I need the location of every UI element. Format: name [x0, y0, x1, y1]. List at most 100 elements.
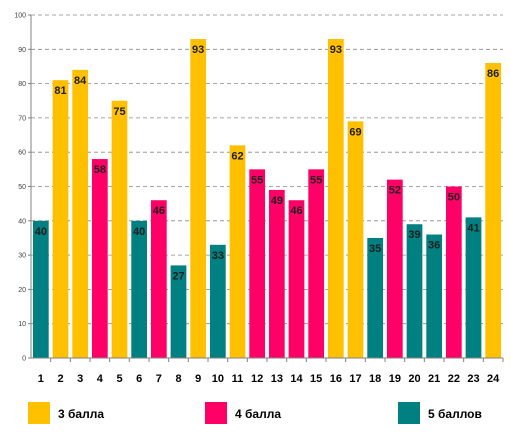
bar-18	[367, 237, 384, 358]
y-tick-label: 60	[18, 150, 26, 157]
y-tick-label: 90	[18, 47, 26, 54]
data-label-17: 69	[349, 126, 361, 138]
legend-swatch	[205, 402, 227, 424]
data-label-19: 52	[389, 185, 401, 197]
legend-label: 5 баллов	[428, 407, 482, 421]
x-category-label-16: 16	[330, 373, 342, 385]
x-category-label-10: 10	[212, 373, 224, 385]
legend-item-4: 4 балла	[205, 402, 281, 424]
bar-5	[111, 100, 128, 358]
x-category-label-6: 6	[136, 373, 142, 385]
x-category-label-2: 2	[57, 373, 63, 385]
y-tick-label: 0	[22, 356, 26, 363]
data-label-11: 62	[231, 150, 243, 162]
x-category-label-20: 20	[408, 373, 420, 385]
data-label-20: 39	[408, 229, 420, 241]
data-label-16: 93	[330, 44, 342, 56]
y-tick-label: 20	[18, 287, 26, 294]
bar-1	[32, 220, 49, 358]
data-label-24: 86	[487, 68, 499, 80]
legend-swatch	[398, 402, 420, 424]
bar-8	[170, 265, 187, 358]
axes	[30, 15, 504, 362]
gridlines	[31, 14, 503, 325]
x-category-label-17: 17	[349, 373, 361, 385]
data-label-14: 46	[290, 205, 302, 217]
bar-9	[190, 39, 207, 358]
bar-16	[327, 39, 344, 358]
x-category-label-5: 5	[116, 373, 122, 385]
bar-15	[308, 169, 325, 358]
x-category-label-12: 12	[251, 373, 263, 385]
data-label-6: 40	[133, 226, 145, 238]
x-category-label-19: 19	[389, 373, 401, 385]
y-tick-label: 70	[18, 115, 26, 122]
y-tick-label: 100	[14, 13, 26, 20]
data-label-7: 46	[153, 205, 165, 217]
y-tick-label: 80	[18, 81, 26, 88]
legend-item-3: 3 балла	[28, 402, 104, 424]
data-label-22: 50	[448, 192, 460, 204]
x-category-label-7: 7	[156, 373, 162, 385]
bar-23	[465, 217, 482, 358]
bar-14	[288, 200, 305, 358]
y-tick-label: 30	[18, 253, 26, 260]
bar-17	[347, 121, 364, 358]
bar-3	[72, 69, 89, 358]
data-label-5: 75	[113, 106, 125, 118]
x-category-label-15: 15	[310, 373, 322, 385]
data-label-10: 33	[212, 250, 224, 262]
bar-2	[52, 80, 69, 359]
data-label-3: 84	[74, 75, 87, 87]
legend-label: 3 балла	[58, 407, 104, 421]
x-category-label-23: 23	[467, 373, 479, 385]
legend-swatch	[28, 402, 50, 424]
data-label-1: 40	[35, 226, 47, 238]
data-labels: 40 81 84 58 75 40 46 27 93 33 62 55 49 46 55 93 69 35 52 39…	[35, 44, 500, 282]
y-tick-label: 40	[18, 218, 26, 225]
bar-19	[386, 179, 403, 358]
bar-11	[229, 145, 246, 358]
bar-21	[426, 234, 443, 358]
data-label-13: 49	[271, 195, 283, 207]
y-tick-label: 10	[18, 321, 26, 328]
bar-4	[91, 159, 108, 358]
data-label-18: 35	[369, 243, 381, 255]
x-category-label-21: 21	[428, 373, 440, 385]
data-label-15: 55	[310, 174, 322, 186]
x-category-label-8: 8	[175, 373, 181, 385]
bar-20	[406, 224, 423, 358]
bar-6	[131, 220, 148, 358]
x-category-label-18: 18	[369, 373, 381, 385]
bar-10	[209, 244, 226, 358]
x-category-label-13: 13	[271, 373, 283, 385]
x-axis-categories: 1 2 3 4 5 6 7 8 9 10 11 12 13 14 15 16 17 18 19 20 21 22 23 24	[38, 373, 500, 385]
legend: 3 балла 4 балла 5 баллов	[28, 402, 482, 424]
bar-24	[485, 63, 502, 359]
bars	[32, 39, 502, 359]
y-axis-ticks: 0 10 20 30 40 50 60 70 80 90 100	[14, 13, 31, 363]
legend-label: 4 балла	[235, 407, 281, 421]
y-tick-label: 50	[18, 184, 26, 191]
bar-12	[249, 169, 266, 358]
x-category-label-4: 4	[97, 373, 104, 385]
bar-13	[268, 189, 285, 358]
legend-item-5: 5 баллов	[398, 402, 482, 424]
data-label-21: 36	[428, 240, 440, 252]
x-category-label-1: 1	[38, 373, 44, 385]
x-category-label-3: 3	[77, 373, 83, 385]
data-label-8: 27	[172, 270, 184, 282]
x-category-label-14: 14	[290, 373, 303, 385]
data-label-9: 93	[192, 44, 204, 56]
x-category-label-9: 9	[195, 373, 201, 385]
data-label-2: 81	[54, 85, 66, 97]
data-label-23: 41	[467, 222, 479, 234]
bar-7	[150, 200, 167, 358]
data-label-4: 58	[94, 164, 106, 176]
data-label-12: 55	[251, 174, 263, 186]
x-category-label-11: 11	[232, 373, 244, 385]
x-category-label-24: 24	[487, 373, 500, 385]
bar-22	[445, 186, 462, 358]
